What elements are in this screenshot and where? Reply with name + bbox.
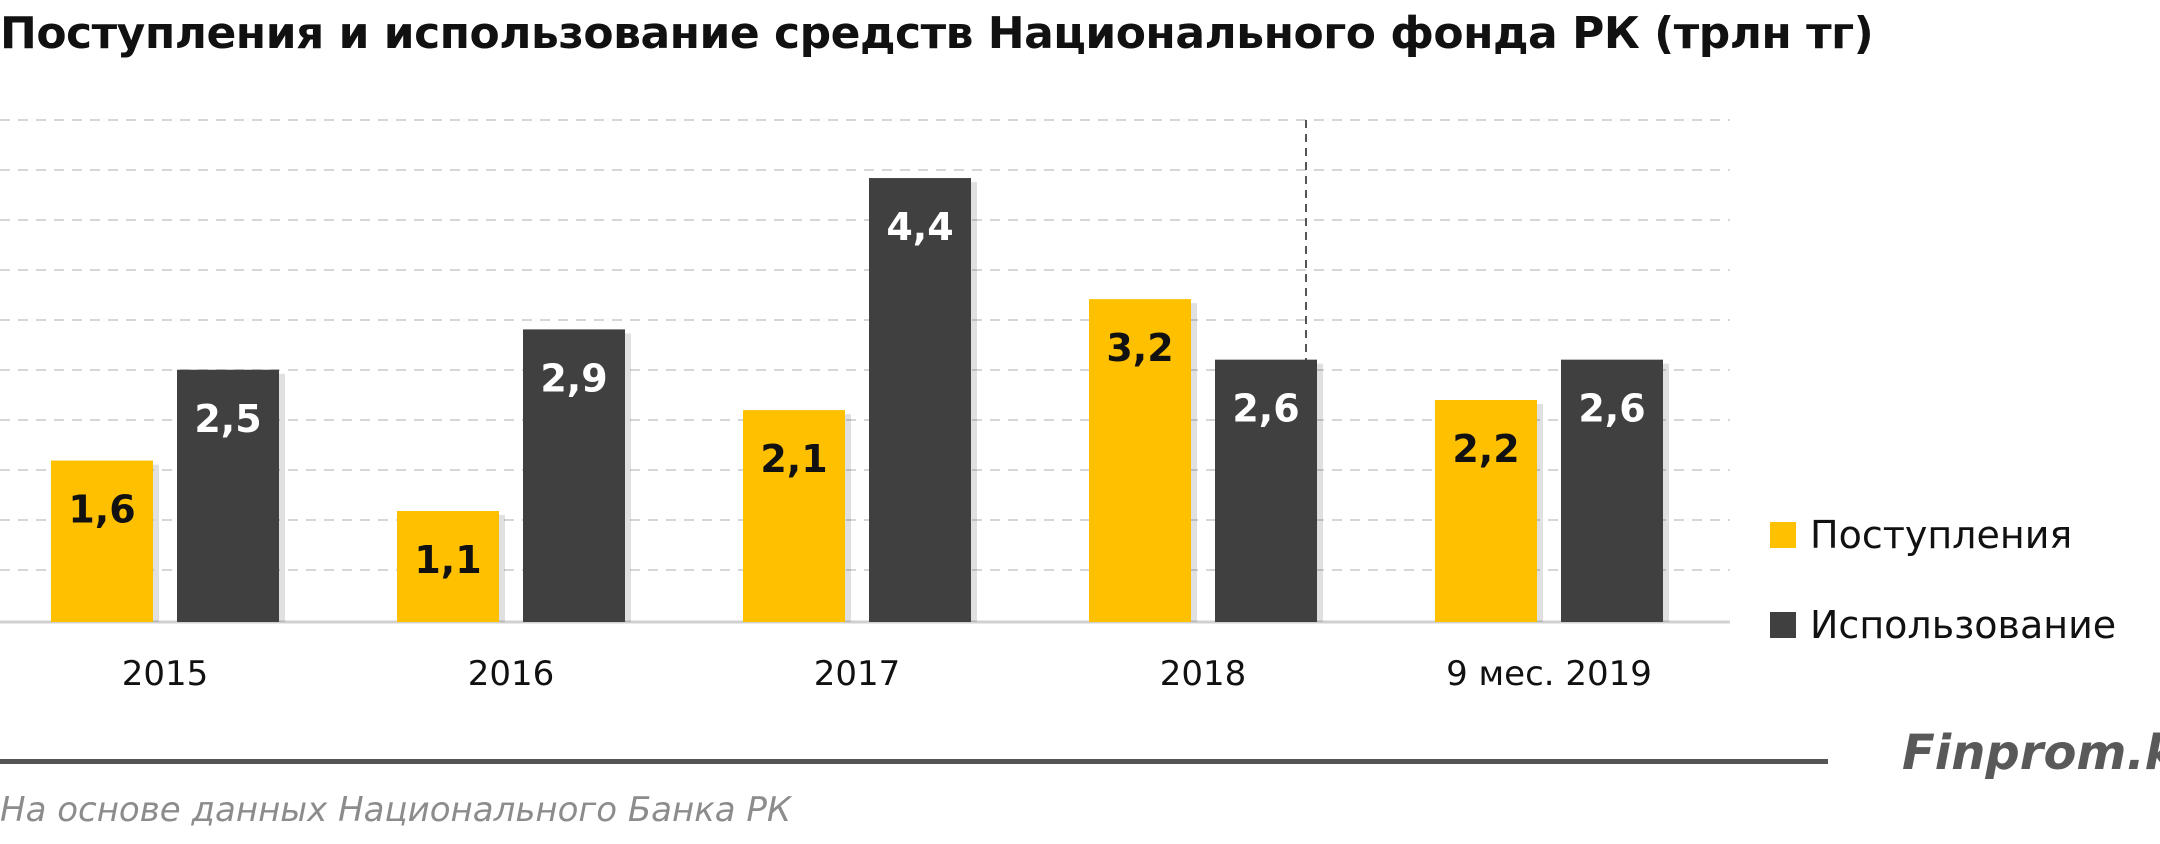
chart-legend: Поступления Использование <box>1770 490 2116 670</box>
bar-usage <box>177 369 279 622</box>
x-tick-label: 2016 <box>468 654 555 694</box>
data-label-income: 2,1 <box>760 437 827 481</box>
brand-logo: Finprom.kz <box>1902 725 2160 781</box>
x-tick-label: 2017 <box>814 654 901 694</box>
bar-usage <box>1215 359 1317 622</box>
bar-usage <box>1561 359 1663 622</box>
data-label-income: 2,2 <box>1452 427 1519 471</box>
x-tick-label: 9 мес. 2019 <box>1446 654 1652 694</box>
bar-income <box>1435 400 1537 622</box>
data-label-income: 1,6 <box>68 488 135 532</box>
footer-divider <box>0 759 1828 764</box>
x-tick-label: 2015 <box>122 654 209 694</box>
legend-label-income: Поступления <box>1810 513 2073 557</box>
bar-usage <box>869 178 971 623</box>
bar-income <box>51 460 153 622</box>
chart-title: Поступления и использование средств Наци… <box>0 8 1874 59</box>
legend-item-usage: Использование <box>1770 580 2116 670</box>
source-note: На основе данных Национального Банка РК <box>0 790 792 830</box>
x-tick-label: 2018 <box>1160 654 1247 694</box>
bar-usage <box>523 329 625 622</box>
data-label-income: 3,2 <box>1106 326 1173 370</box>
bar-income <box>1089 299 1191 622</box>
data-label-income: 1,1 <box>414 538 481 582</box>
legend-label-usage: Использование <box>1810 603 2117 647</box>
data-label-usage: 2,9 <box>540 356 607 400</box>
legend-item-income: Поступления <box>1770 490 2116 580</box>
data-label-usage: 2,5 <box>194 397 261 441</box>
legend-swatch-income <box>1770 522 1796 548</box>
bar-income <box>743 410 845 622</box>
data-label-usage: 2,6 <box>1578 387 1645 431</box>
data-label-usage: 2,6 <box>1232 387 1299 431</box>
legend-swatch-usage <box>1770 612 1796 638</box>
data-label-usage: 4,4 <box>886 205 953 249</box>
bar-income <box>397 511 499 622</box>
